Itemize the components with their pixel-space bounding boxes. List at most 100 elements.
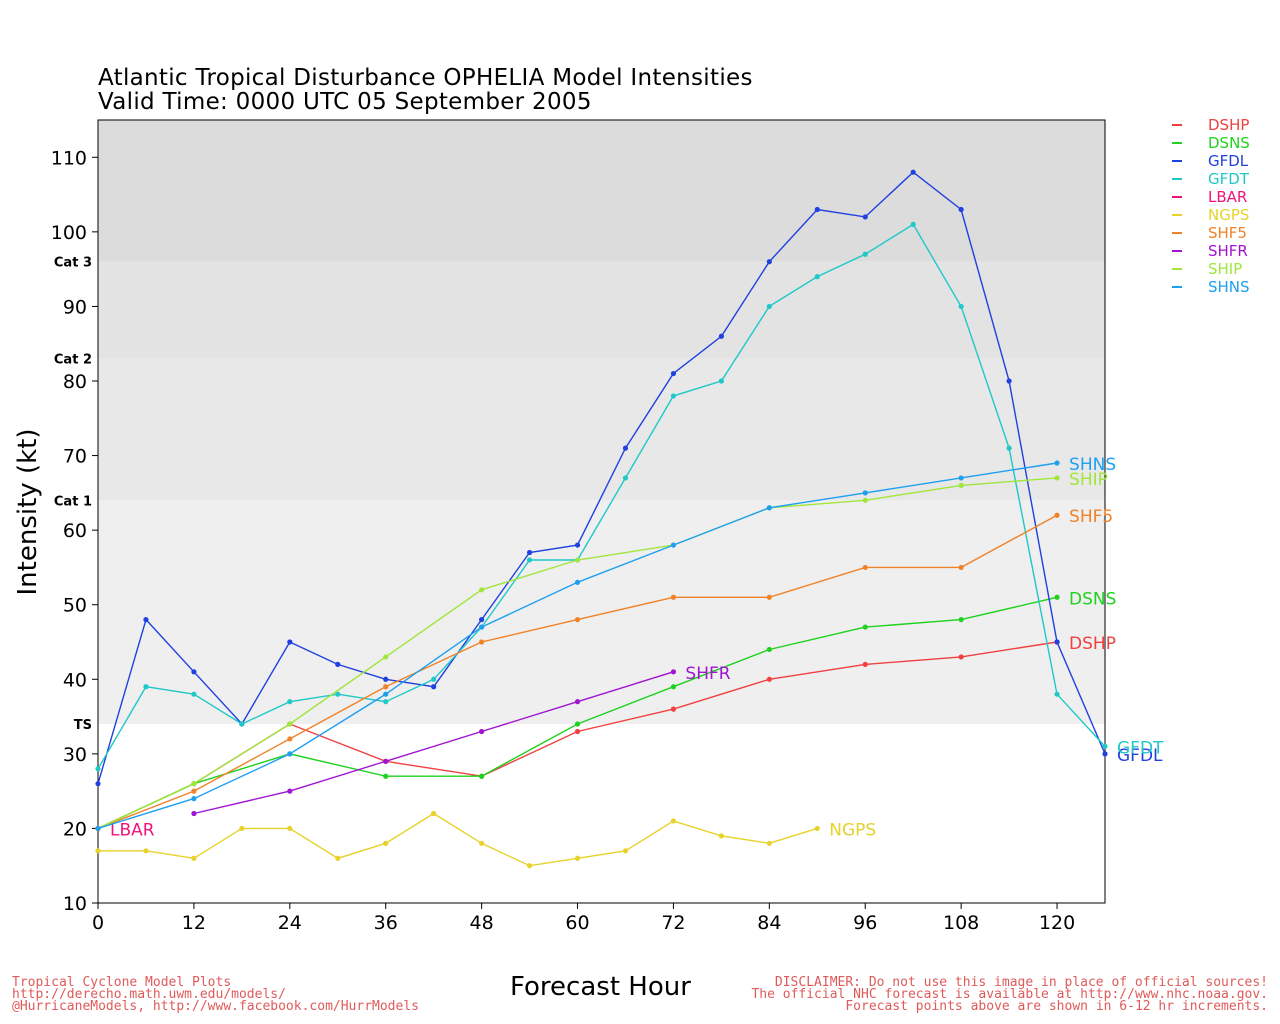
series-end-label: SHIP [1069,470,1108,490]
data-point-gfdl [1102,751,1108,757]
category-label: Cat 2 [54,353,92,368]
legend-label: LBAR [1208,188,1248,206]
data-point-gfdt [1006,445,1012,451]
data-point-shf5 [383,684,389,690]
data-point-gfdl [526,549,533,556]
data-point-gfdt [143,684,149,690]
x-tick-label: 120 [1039,912,1075,934]
legend-swatch [1172,124,1182,126]
data-point-shns [479,624,485,630]
data-point-ngps [287,825,293,832]
data-point-gfdl [574,542,581,548]
data-point-dsns [670,684,677,690]
data-point-gfdl [670,370,677,377]
data-point-gfdt [95,766,101,772]
legend-label: SHF5 [1208,224,1247,242]
legend-swatch [1172,214,1182,216]
legend-label: SHNS [1208,278,1250,296]
legend-label: NGPS [1208,206,1250,224]
series-end-label: SHF5 [1069,507,1113,527]
legend-label: GFDL [1208,152,1249,170]
data-point-ship [287,721,293,727]
data-point-ship [479,587,485,593]
data-point-gfdl [862,214,868,220]
data-point-dshp [862,661,868,667]
data-point-dsns [1054,594,1060,600]
data-point-ngps [670,818,677,824]
y-axis-label: Intensity (kt) [13,428,43,596]
data-point-shns [287,751,293,757]
data-point-dsns [574,721,581,727]
chart-subtitle: Valid Time: 0000 UTC 05 September 2005 [98,89,592,115]
x-tick-label: 36 [374,912,398,934]
legend-swatch [1172,250,1182,252]
x-axis-label: Forecast Hour [510,972,691,1002]
footer-disclaimer-line: Forecast points above are shown in 6-12 … [845,999,1268,1014]
data-point-dshp [766,676,772,682]
data-point-gfdl [191,669,197,675]
data-point-ngps [574,855,581,861]
x-tick-label: 72 [661,912,685,934]
data-point-ship [958,482,964,488]
legend-swatch [1172,286,1182,288]
plot-frame [97,119,1106,904]
data-point-shns [191,796,197,802]
legend-swatch [1172,178,1182,180]
y-tick-label: 110 [51,147,87,169]
data-point-ngps [766,840,772,846]
chart-title: Atlantic Tropical Disturbance OPHELIA Mo… [98,65,753,91]
data-point-shf5 [191,788,197,794]
legend-swatch [1172,232,1182,234]
legend-swatch [1172,268,1182,270]
data-point-gfdt [1102,743,1108,750]
data-point-gfdl [958,206,964,213]
category-band [98,261,1105,359]
series-line-gfdl [97,171,1106,784]
footer-credit-line: @HurricaneModels, http://www.facebook.co… [12,999,419,1014]
legend-label: DSNS [1208,134,1250,152]
category-label: Cat 1 [54,494,92,509]
series-end-label: GFDT [1117,738,1164,758]
data-point-gfdl [479,617,485,623]
data-point-dshp [574,728,581,735]
category-label: TS [74,718,92,733]
y-tick-label: 90 [63,296,87,318]
x-tick-label: 48 [470,912,494,934]
footer-credits: Tropical Cyclone Model Plots http://dere… [12,975,419,1014]
series-end-label: SHFR [685,664,730,684]
data-point-ngps [718,833,724,839]
footer-credit-line: http://derecho.math.uwm.edu/models/ [12,987,286,1002]
data-point-gfdt [239,721,245,727]
data-point-ngps [479,840,485,846]
data-point-shf5 [287,736,293,742]
data-point-shf5 [670,594,677,600]
data-point-dsns [766,646,772,653]
data-point-gfdl [1006,378,1012,384]
data-point-shf5 [479,639,485,645]
data-point-shns [766,505,772,511]
legend-item: GFDT [1172,170,1250,188]
data-point-gfdt [1054,691,1060,697]
legend: DSHP DSNS GFDL GFDT LBAR NGPS SHF5 SHFR SHIP SHNS [1172,116,1250,296]
x-tick-label: 12 [182,912,206,934]
data-point-shns [95,825,101,832]
data-point-shf5 [766,594,772,600]
data-point-ngps [526,863,533,869]
data-point-dsns [958,617,964,623]
x-tick-label: 0 [92,912,104,934]
legend-item: NGPS [1172,206,1250,224]
data-point-shf5 [1054,512,1060,518]
legend-item: GFDL [1172,152,1250,170]
data-point-gfdt [383,699,389,705]
legend-item: SHFR [1172,242,1250,260]
data-point-dshp [670,706,677,712]
legend-label: GFDT [1208,170,1249,188]
data-point-dsns [383,773,389,779]
series-line-gfdt [97,223,1106,770]
data-point-ship [383,654,389,660]
x-tick-label: 24 [278,912,302,934]
footer-credit-line: Tropical Cyclone Model Plots [12,975,232,990]
data-point-gfdl [95,781,101,787]
data-point-gfdt [862,251,868,257]
data-point-gfdl [1054,639,1060,645]
